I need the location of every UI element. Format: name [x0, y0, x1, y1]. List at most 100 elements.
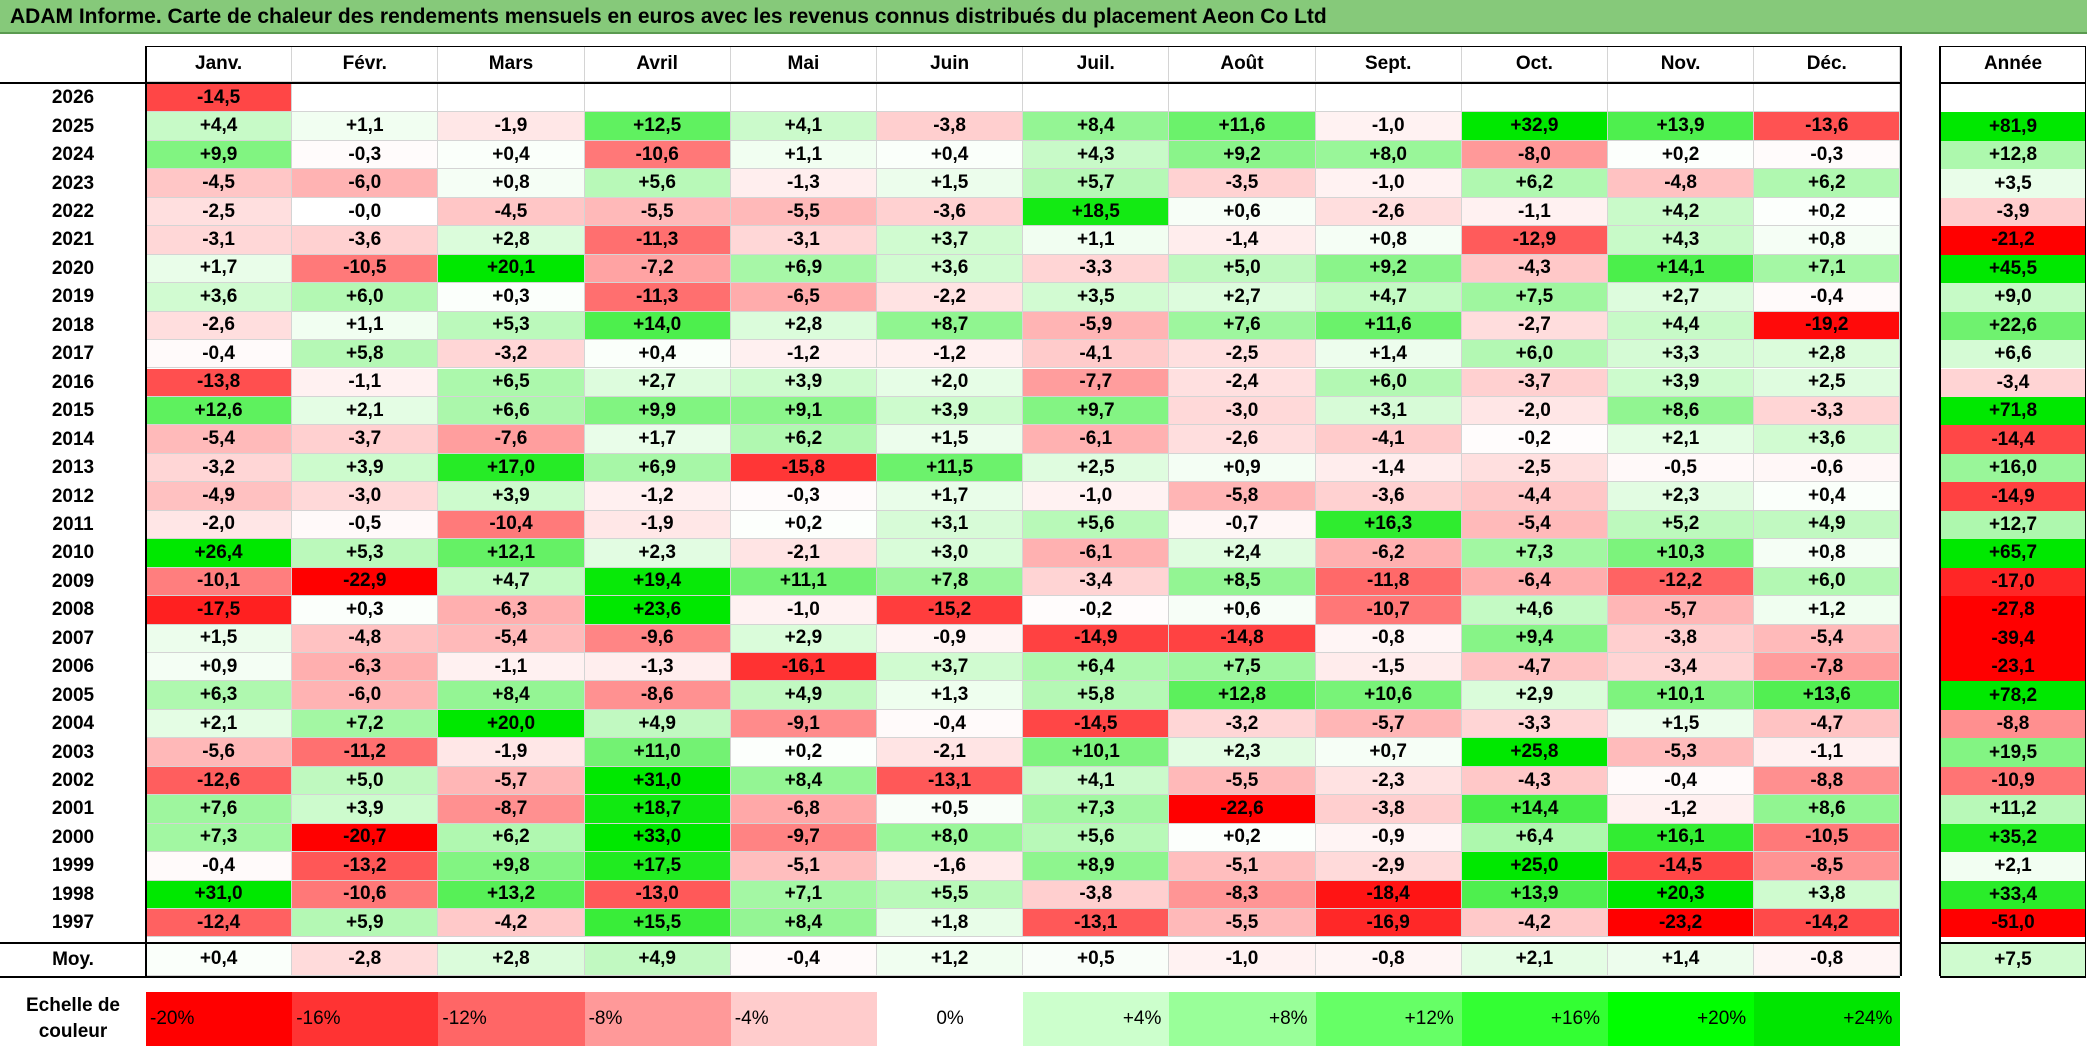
- header-divider: [0, 82, 1901, 84]
- heatmap-cell: [1608, 84, 1755, 113]
- heatmap-cell: +8,4: [1023, 112, 1170, 141]
- heatmap-cell: [1754, 84, 1901, 113]
- annual-average-top-border: [1940, 941, 2086, 944]
- heatmap-cell: -11,3: [584, 283, 731, 312]
- heatmap-cell: -2,6: [146, 311, 293, 341]
- heatmap-cell: +5,8: [1023, 681, 1170, 710]
- scale-swatch: +8%: [1169, 991, 1316, 1046]
- heatmap-cell: -8,7: [438, 795, 585, 824]
- heatmap-cell: [1023, 84, 1170, 113]
- heatmap-cell: -6,2: [1315, 539, 1462, 568]
- heatmap-cell: -9,7: [730, 823, 877, 853]
- year-label: 2008: [0, 596, 146, 625]
- heatmap-cell: +1,1: [1023, 226, 1170, 255]
- heatmap-cell: -0,4: [1754, 283, 1901, 312]
- heatmap-cell: -0,2: [1023, 596, 1170, 625]
- heatmap-cell: +7,1: [730, 880, 877, 910]
- heatmap-cell: -9,1: [730, 709, 877, 739]
- heatmap-cell: -1,2: [584, 482, 731, 511]
- heatmap-cell: -4,5: [146, 169, 293, 198]
- annual-cell: +9,0: [1940, 283, 2086, 312]
- heatmap-cell: [438, 84, 585, 113]
- annual-cell: +45,5: [1940, 254, 2086, 284]
- heatmap-cell: +20,0: [438, 709, 585, 739]
- heatmap-cell: +0,3: [292, 596, 439, 625]
- heatmap-cell: -4,9: [146, 482, 293, 511]
- heatmap-cell: +14,0: [584, 311, 731, 341]
- heatmap-cell: +1,3: [877, 681, 1024, 710]
- heatmap-cell: -1,1: [1461, 197, 1608, 227]
- month-header: Juil.: [1023, 46, 1170, 82]
- heatmap-cell: +2,8: [438, 226, 585, 255]
- heatmap-cell: +10,1: [1023, 738, 1170, 767]
- heatmap-cell: +9,2: [1169, 140, 1316, 170]
- heatmap-cell: -3,8: [1608, 624, 1755, 653]
- heatmap-cell: +13,9: [1461, 880, 1608, 910]
- heatmap-cell: +2,7: [1608, 283, 1755, 312]
- scale-swatch: -12%: [438, 991, 585, 1046]
- heatmap-cell: +1,4: [1315, 340, 1462, 369]
- heatmap-cell: +6,5: [438, 368, 585, 397]
- heatmap-cell: +9,9: [584, 396, 731, 426]
- heatmap-cell: +9,7: [1023, 396, 1170, 426]
- year-label: 2018: [0, 311, 146, 341]
- heatmap-cell: -4,1: [1315, 425, 1462, 454]
- annual-cell: +12,8: [1940, 140, 2086, 170]
- heatmap-cell: +1,7: [584, 425, 731, 454]
- heatmap-cell: +7,5: [1461, 283, 1608, 312]
- heatmap-cell: +0,4: [877, 140, 1024, 170]
- heatmap-cell: -0,8: [1315, 624, 1462, 653]
- heatmap-cell: -1,2: [1608, 795, 1755, 824]
- heatmap-cell: -3,0: [292, 482, 439, 511]
- heatmap-cell: -13,2: [292, 852, 439, 881]
- heatmap-cell: -1,4: [1169, 226, 1316, 255]
- heatmap-cell: +4,4: [146, 112, 293, 141]
- heatmap-cell: +1,5: [1608, 709, 1755, 739]
- heatmap-cell: +5,2: [1608, 510, 1755, 540]
- heatmap-cell: -10,6: [292, 880, 439, 910]
- heatmap-cell: +4,4: [1608, 311, 1755, 341]
- heatmap-cell: -12,9: [1461, 226, 1608, 255]
- heatmap-cell: -10,5: [1754, 823, 1901, 853]
- heatmap-cell: -3,3: [1754, 396, 1901, 426]
- heatmap-cell: -5,5: [1169, 909, 1316, 938]
- heatmap-cell: +5,6: [584, 169, 731, 198]
- heatmap-cell: -8,6: [584, 681, 731, 710]
- heatmap-cell: +8,0: [877, 823, 1024, 853]
- heatmap-cell: -2,5: [1169, 340, 1316, 369]
- heatmap-cell: -4,1: [1023, 340, 1170, 369]
- heatmap-cell: -1,9: [438, 112, 585, 141]
- heatmap-cell: +5,5: [877, 880, 1024, 910]
- heatmap-cell: -14,5: [146, 84, 293, 113]
- year-label: 2011: [0, 510, 146, 540]
- heatmap-cell: +0,7: [1315, 738, 1462, 767]
- heatmap-cell: -4,7: [1461, 653, 1608, 682]
- heatmap-cell: -3,2: [438, 340, 585, 369]
- heatmap-cell: -3,3: [1461, 709, 1608, 739]
- year-label: 2025: [0, 112, 146, 141]
- year-label: 2023: [0, 169, 146, 198]
- heatmap-cell: +13,6: [1754, 681, 1901, 710]
- heatmap-cell: -0,2: [1461, 425, 1608, 454]
- heatmap-cell: +3,9: [730, 368, 877, 397]
- year-label: 1997: [0, 909, 146, 938]
- month-header: Juin: [877, 46, 1024, 82]
- heatmap-cell: +18,7: [584, 795, 731, 824]
- heatmap-cell: -13,6: [1754, 112, 1901, 141]
- annual-cell: -23,1: [1940, 653, 2086, 682]
- heatmap-cell: +31,0: [584, 766, 731, 796]
- heatmap-cell: -10,1: [146, 567, 293, 597]
- heatmap-cell: -2,2: [877, 283, 1024, 312]
- heatmap-cell: +3,9: [292, 453, 439, 483]
- grid-right-border: [1900, 46, 1903, 976]
- year-label: 1999: [0, 852, 146, 881]
- heatmap-cell: -14,5: [1608, 852, 1755, 881]
- annual-cell: +81,9: [1940, 112, 2086, 141]
- annual-cell: +35,2: [1940, 823, 2086, 853]
- heatmap-cell: +7,2: [292, 709, 439, 739]
- heatmap-cell: -5,1: [730, 852, 877, 881]
- heatmap-cell: +3,6: [146, 283, 293, 312]
- heatmap-cell: -14,9: [1023, 624, 1170, 653]
- heatmap-cell: +2,1: [146, 709, 293, 739]
- average-bottom-border: [0, 975, 1901, 978]
